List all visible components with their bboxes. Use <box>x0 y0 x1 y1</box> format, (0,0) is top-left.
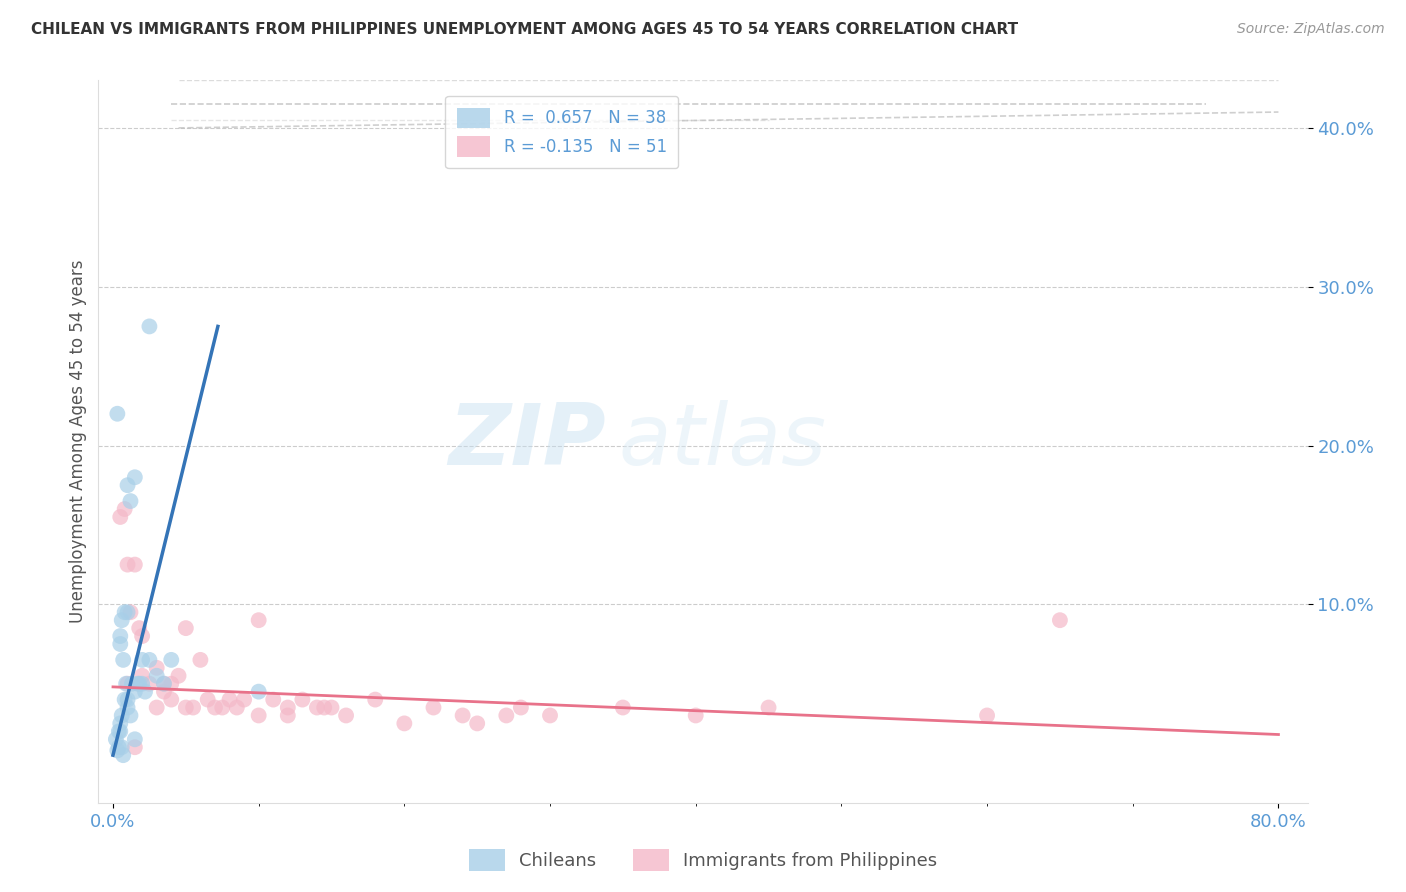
Point <box>127 676 149 690</box>
Point <box>117 558 139 572</box>
Point <box>160 676 183 690</box>
Point <box>111 613 134 627</box>
Point <box>111 708 134 723</box>
Point <box>110 510 132 524</box>
Point <box>108 724 131 739</box>
Point <box>394 716 416 731</box>
Point <box>131 653 153 667</box>
Point <box>145 669 167 683</box>
Point <box>174 700 197 714</box>
Point <box>153 676 176 690</box>
Point <box>1049 613 1071 627</box>
Point <box>495 708 517 723</box>
Point <box>321 700 343 714</box>
Point <box>128 676 150 690</box>
Point <box>138 319 160 334</box>
Legend: Chileans, Immigrants from Philippines: Chileans, Immigrants from Philippines <box>461 842 945 879</box>
Point <box>112 653 135 667</box>
Point <box>111 740 134 755</box>
Point <box>117 692 139 706</box>
Point <box>509 700 531 714</box>
Point <box>121 676 143 690</box>
Point <box>112 748 135 763</box>
Point <box>167 669 190 683</box>
Point <box>145 700 167 714</box>
Point <box>120 494 142 508</box>
Point <box>612 700 634 714</box>
Text: Source: ZipAtlas.com: Source: ZipAtlas.com <box>1237 22 1385 37</box>
Point <box>247 613 270 627</box>
Point <box>758 700 780 714</box>
Point <box>197 692 219 706</box>
Point <box>153 676 176 690</box>
Point <box>105 743 128 757</box>
Point <box>335 708 357 723</box>
Point <box>124 732 146 747</box>
Point <box>120 605 142 619</box>
Point <box>218 692 240 706</box>
Point <box>108 740 131 755</box>
Point <box>114 692 136 706</box>
Point <box>233 692 256 706</box>
Point <box>124 470 146 484</box>
Point <box>685 708 707 723</box>
Point <box>117 676 139 690</box>
Point <box>115 676 138 690</box>
Point <box>190 653 212 667</box>
Point <box>174 621 197 635</box>
Point <box>110 629 132 643</box>
Point <box>131 629 153 643</box>
Point <box>160 653 183 667</box>
Point <box>451 708 474 723</box>
Point <box>114 502 136 516</box>
Point <box>181 700 204 714</box>
Point <box>120 708 142 723</box>
Legend: R =  0.657   N = 38, R = -0.135   N = 51: R = 0.657 N = 38, R = -0.135 N = 51 <box>446 95 679 169</box>
Point <box>538 708 561 723</box>
Y-axis label: Unemployment Among Ages 45 to 54 years: Unemployment Among Ages 45 to 54 years <box>69 260 87 624</box>
Point <box>124 558 146 572</box>
Point <box>124 684 146 698</box>
Point <box>153 684 176 698</box>
Point <box>277 708 299 723</box>
Point <box>160 692 183 706</box>
Point <box>305 700 328 714</box>
Point <box>110 716 132 731</box>
Point <box>247 708 270 723</box>
Point <box>364 692 387 706</box>
Point <box>117 605 139 619</box>
Point <box>262 692 284 706</box>
Point <box>124 740 146 755</box>
Point <box>117 478 139 492</box>
Text: ZIP: ZIP <box>449 400 606 483</box>
Point <box>211 700 233 714</box>
Point <box>105 407 128 421</box>
Point <box>247 684 270 698</box>
Point <box>291 692 314 706</box>
Point <box>465 716 488 731</box>
Point <box>128 621 150 635</box>
Text: CHILEAN VS IMMIGRANTS FROM PHILIPPINES UNEMPLOYMENT AMONG AGES 45 TO 54 YEARS CO: CHILEAN VS IMMIGRANTS FROM PHILIPPINES U… <box>31 22 1018 37</box>
Point <box>138 676 160 690</box>
Point <box>117 700 139 714</box>
Point <box>145 661 167 675</box>
Point <box>314 700 336 714</box>
Point <box>114 605 136 619</box>
Point <box>104 732 127 747</box>
Point <box>134 684 156 698</box>
Point <box>277 700 299 714</box>
Point <box>110 724 132 739</box>
Point <box>204 700 226 714</box>
Point <box>131 669 153 683</box>
Point <box>976 708 998 723</box>
Point <box>225 700 247 714</box>
Point <box>110 637 132 651</box>
Point <box>138 653 160 667</box>
Point <box>422 700 444 714</box>
Point <box>131 676 153 690</box>
Text: atlas: atlas <box>619 400 827 483</box>
